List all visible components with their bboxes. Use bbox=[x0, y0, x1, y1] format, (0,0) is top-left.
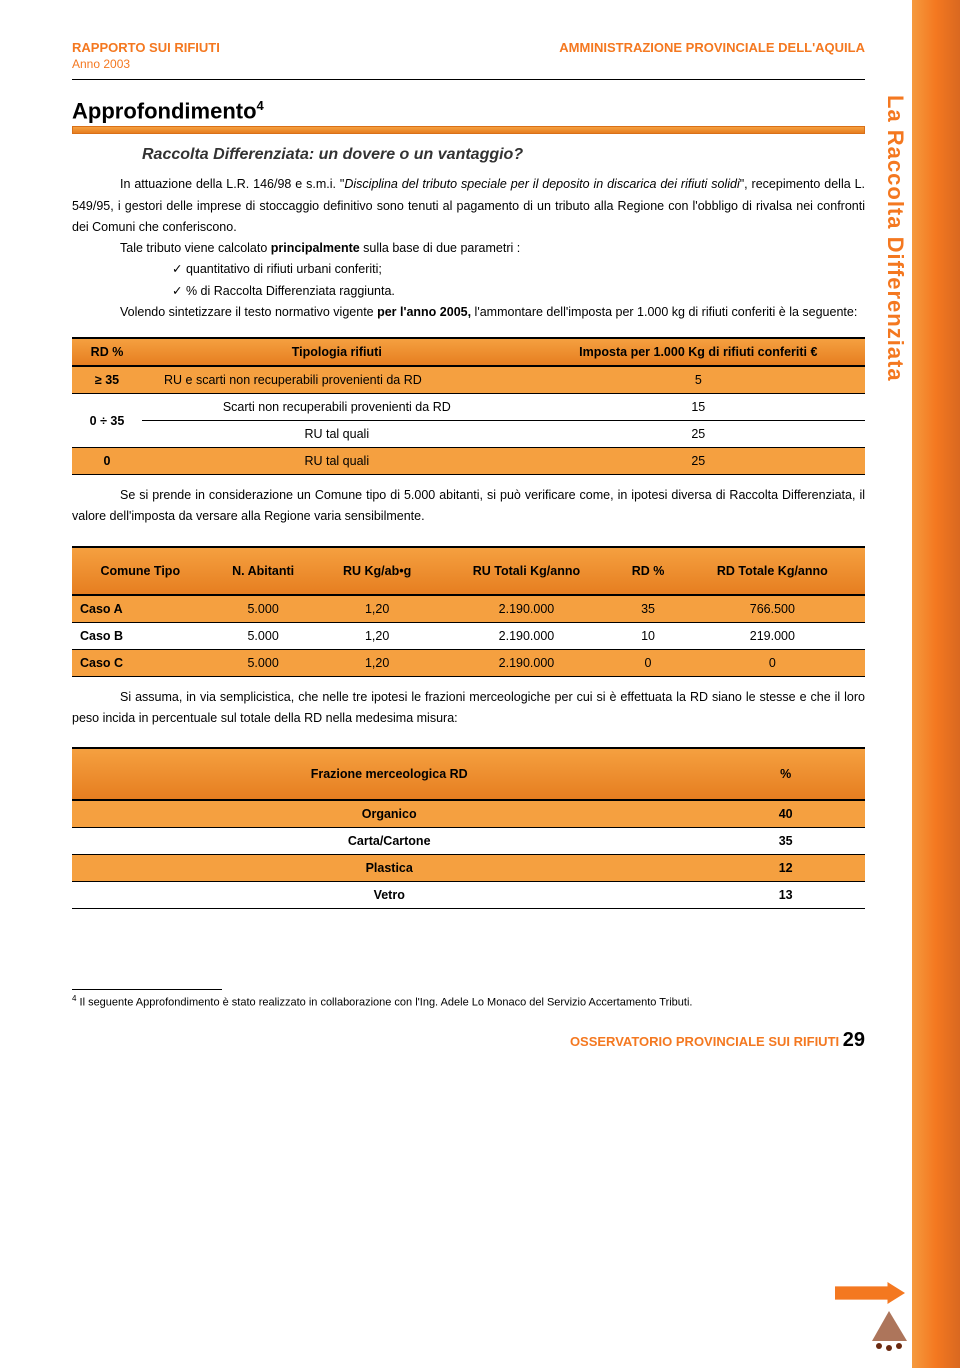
para3a: Volendo sintetizzare il testo normativo … bbox=[120, 305, 377, 319]
t2-r3-2: 1,20 bbox=[318, 649, 437, 676]
subtitle: Raccolta Differenziata: un dovere o un v… bbox=[142, 146, 865, 164]
para2b: principalmente bbox=[271, 241, 360, 255]
para4: Se si prende in considerazione un Comune… bbox=[72, 485, 865, 528]
t3-h2: % bbox=[706, 748, 865, 800]
table-row: 0 RU tal quali 25 bbox=[72, 448, 865, 475]
t1-r4c2: RU tal quali bbox=[142, 448, 532, 475]
decoration-icon bbox=[867, 1301, 912, 1356]
t2-r1-0: Caso A bbox=[72, 595, 209, 623]
footnote-rule bbox=[72, 989, 222, 990]
table-row: Caso B 5.000 1,20 2.190.000 10 219.000 bbox=[72, 622, 865, 649]
header-right: AMMINISTRAZIONE PROVINCIALE DELL'AQUILA bbox=[559, 40, 865, 55]
table-row: Plastica 12 bbox=[72, 855, 865, 882]
t3-r1-0: Organico bbox=[72, 800, 706, 828]
t2-r1-2: 1,20 bbox=[318, 595, 437, 623]
t1-r1c2: RU e scarti non recuperabili provenienti… bbox=[142, 366, 532, 394]
t2-h1: Comune Tipo bbox=[72, 547, 209, 595]
header-year: Anno 2003 bbox=[72, 57, 865, 71]
t3-r2-1: 35 bbox=[706, 828, 865, 855]
t1-r1c3: 5 bbox=[532, 366, 865, 394]
title-bar bbox=[72, 126, 865, 134]
t2-r3-0: Caso C bbox=[72, 649, 209, 676]
t3-r2-0: Carta/Cartone bbox=[72, 828, 706, 855]
t3-h1: Frazione merceologica RD bbox=[72, 748, 706, 800]
t2-r3-1: 5.000 bbox=[209, 649, 318, 676]
page-number: 29 bbox=[843, 1029, 865, 1051]
para2a: Tale tributo viene calcolato bbox=[120, 241, 271, 255]
t1-r1c1: ≥ 35 bbox=[72, 366, 142, 394]
t2-r1-5: 766.500 bbox=[680, 595, 865, 623]
title-text: Approfondimento bbox=[72, 98, 257, 123]
title-sup: 4 bbox=[257, 98, 264, 113]
para3c: l'ammontare dell'imposta per 1.000 kg di… bbox=[471, 305, 857, 319]
table-row: RU tal quali 25 bbox=[72, 421, 865, 448]
bullet-list: quantitativo di rifiuti urbani conferiti… bbox=[172, 259, 865, 302]
t1-r2c1: 0 ÷ 35 bbox=[72, 394, 142, 448]
t2-h3: RU Kg/ab•g bbox=[318, 547, 437, 595]
table-2: Comune Tipo N. Abitanti RU Kg/ab•g RU To… bbox=[72, 546, 865, 677]
paragraph-1: In attuazione della L.R. 146/98 e s.m.i.… bbox=[72, 174, 865, 323]
table-row: Carta/Cartone 35 bbox=[72, 828, 865, 855]
bullet-1: quantitativo di rifiuti urbani conferiti… bbox=[172, 259, 865, 280]
t2-h6: RD Totale Kg/anno bbox=[680, 547, 865, 595]
para1a: In attuazione della L.R. 146/98 e s.m.i.… bbox=[120, 177, 344, 191]
t2-r2-2: 1,20 bbox=[318, 622, 437, 649]
t2-h2: N. Abitanti bbox=[209, 547, 318, 595]
bullet-2: % di Raccolta Differenziata raggiunta. bbox=[172, 281, 865, 302]
t2-r2-1: 5.000 bbox=[209, 622, 318, 649]
table-1-header: RD % Tipologia rifiuti Imposta per 1.000… bbox=[72, 338, 865, 366]
t1-h1: RD % bbox=[72, 338, 142, 366]
t2-r2-0: Caso B bbox=[72, 622, 209, 649]
table-3-header: Frazione merceologica RD % bbox=[72, 748, 865, 800]
t1-r2c2: Scarti non recuperabili provenienti da R… bbox=[142, 394, 532, 421]
footnote-text: Il seguente Approfondimento è stato real… bbox=[76, 997, 692, 1009]
table-2-header: Comune Tipo N. Abitanti RU Kg/ab•g RU To… bbox=[72, 547, 865, 595]
table-row: Organico 40 bbox=[72, 800, 865, 828]
t1-r2c3: 15 bbox=[532, 394, 865, 421]
t3-r3-0: Plastica bbox=[72, 855, 706, 882]
t1-h2: Tipologia rifiuti bbox=[142, 338, 532, 366]
t1-h3: Imposta per 1.000 Kg di rifiuti conferit… bbox=[532, 338, 865, 366]
t2-r2-3: 2.190.000 bbox=[437, 622, 617, 649]
table-row: 0 ÷ 35 Scarti non recuperabili provenien… bbox=[72, 394, 865, 421]
t1-r3c3: 25 bbox=[532, 421, 865, 448]
para3b: per l'anno 2005, bbox=[377, 305, 471, 319]
t2-r3-4: 0 bbox=[616, 649, 679, 676]
header: RAPPORTO SUI RIFIUTI AMMINISTRAZIONE PRO… bbox=[72, 40, 865, 55]
t2-r1-4: 35 bbox=[616, 595, 679, 623]
table-row: Caso A 5.000 1,20 2.190.000 35 766.500 bbox=[72, 595, 865, 623]
footer-text: OSSERVATORIO PROVINCIALE SUI RIFIUTI bbox=[570, 1034, 839, 1049]
paragraph-5: Si assuma, in via semplicistica, che nel… bbox=[72, 687, 865, 730]
t2-r1-1: 5.000 bbox=[209, 595, 318, 623]
t2-r3-5: 0 bbox=[680, 649, 865, 676]
table-row: Vetro 13 bbox=[72, 882, 865, 909]
t2-r3-3: 2.190.000 bbox=[437, 649, 617, 676]
header-left: RAPPORTO SUI RIFIUTI bbox=[72, 40, 220, 55]
footer: OSSERVATORIO PROVINCIALE SUI RIFIUTI 29 bbox=[72, 1029, 865, 1052]
table-row: ≥ 35 RU e scarti non recuperabili proven… bbox=[72, 366, 865, 394]
page-title: Approfondimento4 bbox=[72, 98, 865, 124]
table-3: Frazione merceologica RD % Organico 40 C… bbox=[72, 747, 865, 909]
para1b: Disciplina del tributo speciale per il d… bbox=[344, 177, 739, 191]
page-content: RAPPORTO SUI RIFIUTI AMMINISTRAZIONE PRO… bbox=[0, 0, 960, 1368]
paragraph-4: Se si prende in considerazione un Comune… bbox=[72, 485, 865, 528]
t2-r2-5: 219.000 bbox=[680, 622, 865, 649]
t3-r4-1: 13 bbox=[706, 882, 865, 909]
t2-h4: RU Totali Kg/anno bbox=[437, 547, 617, 595]
t1-r4c3: 25 bbox=[532, 448, 865, 475]
t3-r4-0: Vetro bbox=[72, 882, 706, 909]
t2-h5: RD % bbox=[616, 547, 679, 595]
t3-r3-1: 12 bbox=[706, 855, 865, 882]
t1-r4c1: 0 bbox=[72, 448, 142, 475]
para5: Si assuma, in via semplicistica, che nel… bbox=[72, 687, 865, 730]
table-row: Caso C 5.000 1,20 2.190.000 0 0 bbox=[72, 649, 865, 676]
t3-r1-1: 40 bbox=[706, 800, 865, 828]
header-rule bbox=[72, 79, 865, 80]
t2-r1-3: 2.190.000 bbox=[437, 595, 617, 623]
footnote: 4 Il seguente Approfondimento è stato re… bbox=[72, 994, 865, 1009]
para2c: sulla base di due parametri : bbox=[360, 241, 521, 255]
t2-r2-4: 10 bbox=[616, 622, 679, 649]
t1-r3c2: RU tal quali bbox=[142, 421, 532, 448]
table-1: RD % Tipologia rifiuti Imposta per 1.000… bbox=[72, 337, 865, 475]
